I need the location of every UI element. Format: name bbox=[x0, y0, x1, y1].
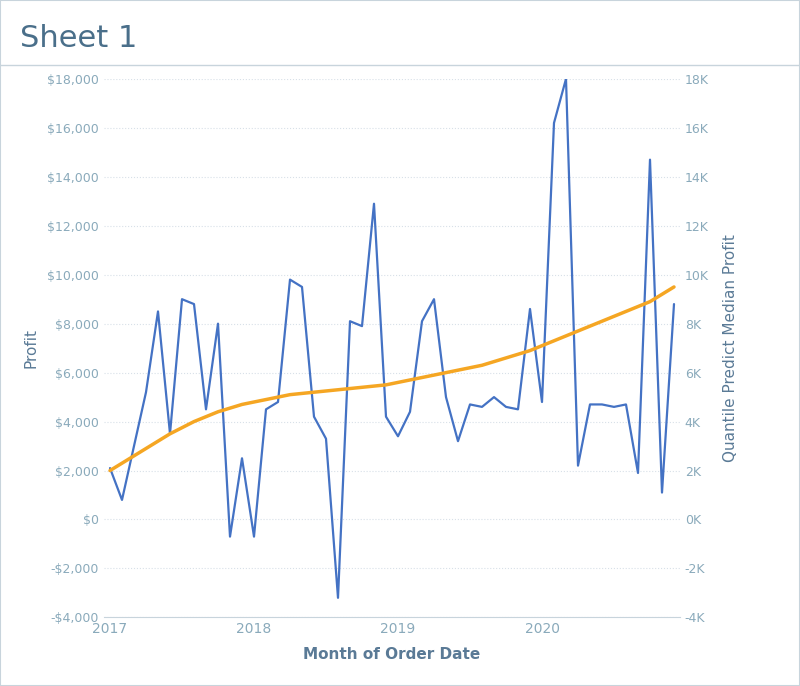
Y-axis label: Profit: Profit bbox=[24, 328, 39, 368]
X-axis label: Month of Order Date: Month of Order Date bbox=[303, 648, 481, 663]
Text: Sheet 1: Sheet 1 bbox=[20, 24, 138, 53]
Y-axis label: Quantile Predict Median Profit: Quantile Predict Median Profit bbox=[722, 234, 738, 462]
